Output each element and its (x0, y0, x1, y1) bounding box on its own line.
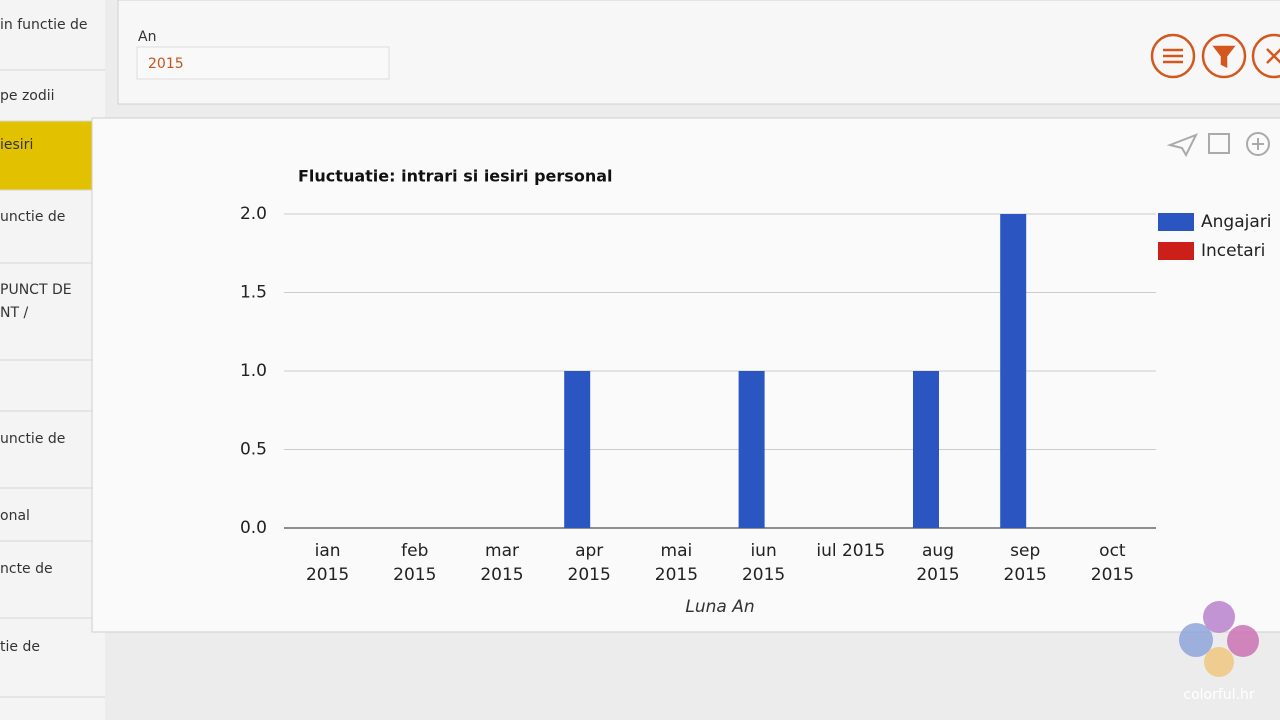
logo-bubble (1179, 623, 1213, 657)
legend-swatch (1158, 242, 1194, 260)
sidebar-item[interactable]: pe zodii (0, 88, 55, 104)
legend-swatch (1158, 213, 1194, 231)
x-tick-label: mai 2015 (654, 541, 699, 585)
filter-button[interactable] (1201, 33, 1247, 79)
x-tick-label: iun 2015 (741, 541, 786, 585)
sidebar-item[interactable]: unctie de (0, 431, 65, 447)
sidebar-item[interactable]: onal (0, 508, 30, 524)
settings-button[interactable] (1150, 33, 1196, 79)
sidebar-item[interactable]: iesiri (0, 137, 33, 153)
filter-label: An (138, 29, 156, 45)
filter-value: 2015 (148, 56, 184, 72)
sidebar-active (0, 121, 102, 190)
x-tick-label: mar 2015 (480, 541, 524, 585)
add-icon-cross (1252, 138, 1264, 150)
x-tick-label: iul 2015 (816, 541, 886, 561)
sidebar-item[interactable]: ncte de (0, 561, 53, 577)
x-tick-label: apr 2015 (567, 541, 611, 585)
logo-bubble (1204, 647, 1234, 677)
sidebar-item[interactable]: PUNCT DE (0, 282, 72, 298)
y-tick-label: 1.5 (240, 283, 267, 303)
x-tick-label: oct 2015 (1090, 541, 1135, 585)
chart-panel (91, 117, 1280, 633)
plot: 0.0 0.5 1.0 1.5 2.0 Angajari Incetari (240, 204, 1272, 538)
sidebar-item[interactable]: in functie de (0, 17, 88, 33)
y-tick-label: 2.0 (240, 204, 267, 224)
bar (913, 371, 939, 528)
legend-label: Angajari (1201, 212, 1271, 232)
toolbar (1150, 33, 1280, 79)
bar (1000, 214, 1027, 528)
logo-text: colorful.hr (1183, 687, 1254, 703)
add-icon[interactable] (1246, 132, 1270, 156)
send-icon[interactable] (1166, 133, 1199, 158)
x-tick-label: ian 2015 (305, 541, 350, 585)
x-axis-title: Luna An (685, 597, 754, 617)
chart-tools (1166, 132, 1270, 158)
bar (738, 371, 765, 528)
logo-bubble (1227, 625, 1259, 657)
bar (564, 371, 591, 528)
x-tick-label: sep 2015 (1003, 541, 1047, 585)
close-icon (1266, 48, 1280, 64)
y-tick-label: 1.0 (240, 361, 267, 381)
close-button[interactable] (1251, 33, 1280, 79)
sidebar-item[interactable]: tie de (0, 639, 40, 655)
x-tick-label: aug 2015 (916, 541, 960, 585)
legend-label: Incetari (1201, 241, 1265, 261)
filter-input[interactable] (136, 46, 390, 80)
sidebar-item[interactable]: unctie de (0, 209, 65, 225)
settings-icon (1163, 48, 1183, 64)
x-tick-label: feb 2015 (393, 541, 437, 585)
save-icon[interactable] (1208, 133, 1230, 154)
logo-bubble (1203, 601, 1235, 633)
sidebar-item[interactable]: NT / (0, 305, 28, 321)
logo: colorful.hr (1179, 601, 1259, 703)
sidebar-separators (0, 69, 105, 698)
y-tick-label: 0.0 (240, 518, 267, 538)
filter-icon (1212, 45, 1236, 69)
y-tick-label: 0.5 (240, 440, 267, 460)
chart-title: Fluctuatie: intrari si iesiri personal (298, 167, 612, 186)
